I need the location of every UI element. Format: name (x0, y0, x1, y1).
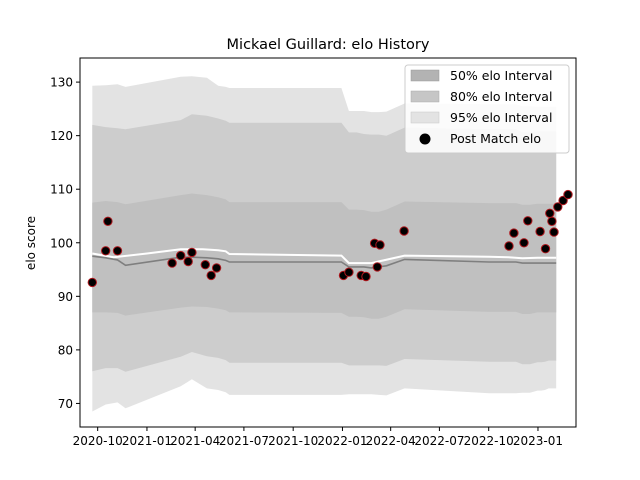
legend: 50% elo Interval 80% elo Interval 95% el… (404, 64, 570, 154)
post-match-point (183, 256, 193, 267)
post-match-point (187, 247, 197, 258)
interval-bands (92, 76, 557, 412)
post-match-point (535, 226, 545, 237)
y-tick-label: 120 (50, 129, 73, 143)
x-tick-label: 2022-01 (317, 434, 367, 448)
legend-box (404, 64, 570, 154)
x-tick-label: 2020-10 (73, 434, 123, 448)
x-tick-label: 2021-04 (170, 434, 220, 448)
post-match-points (87, 189, 573, 288)
legend-swatch-95 (410, 111, 440, 124)
post-match-point (375, 240, 385, 250)
post-match-point (101, 246, 111, 256)
y-tick-label: 110 (50, 183, 73, 197)
post-match-point (372, 262, 382, 272)
x-tick-label: 2022-04 (366, 434, 416, 448)
post-match-point (549, 227, 559, 237)
legend-label-95: 95% elo Interval (450, 110, 552, 125)
post-match-point (206, 270, 216, 281)
legend-marker-post-match (419, 133, 431, 145)
post-match-point (112, 246, 123, 256)
post-match-point (399, 226, 409, 236)
post-match-point (176, 250, 186, 261)
post-match-point (519, 238, 529, 248)
x-tick-label: 2022-07 (414, 434, 464, 448)
legend-label-50: 50% elo Interval (450, 68, 552, 83)
post-match-point (547, 216, 557, 227)
post-match-point (504, 241, 514, 251)
post-match-point (167, 258, 177, 268)
chart-title: Mickael Guillard: elo History (227, 37, 430, 53)
y-tick-label: 70 (58, 397, 73, 411)
post-match-point (558, 195, 568, 206)
post-match-point (509, 228, 519, 238)
x-tick-label: 2021-01 (122, 434, 172, 448)
y-tick-label: 100 (50, 236, 73, 250)
post-match-point (87, 277, 98, 288)
y-tick-label: 90 (58, 290, 73, 304)
post-match-point (103, 216, 113, 227)
post-match-point (211, 263, 222, 273)
legend-swatch-50 (410, 69, 440, 82)
x-tick-label: 2021-07 (219, 434, 269, 448)
post-match-elo-line (92, 248, 557, 265)
y-tick-label: 80 (58, 343, 73, 357)
y-axis-label: elo score (24, 216, 38, 270)
post-match-point (563, 189, 573, 200)
x-tick-label: 2021-10 (268, 434, 318, 448)
post-match-point (361, 271, 371, 282)
x-tick-label: 2022-10 (464, 434, 514, 448)
legend-label-80: 80% elo Interval (450, 89, 552, 104)
post-match-point (553, 202, 563, 212)
post-match-point (545, 208, 555, 219)
post-match-point (344, 267, 354, 277)
x-tick-label: 2023-01 (513, 434, 563, 448)
post-match-point (540, 244, 551, 254)
post-match-point (200, 260, 211, 270)
legend-label-post-match: Post Match elo (450, 131, 541, 146)
y-tick-label: 130 (50, 76, 73, 90)
legend-swatch-80 (410, 90, 440, 103)
post-match-point (523, 216, 533, 226)
y-axis: 70 80 90 100 110 120 130 (50, 76, 80, 411)
